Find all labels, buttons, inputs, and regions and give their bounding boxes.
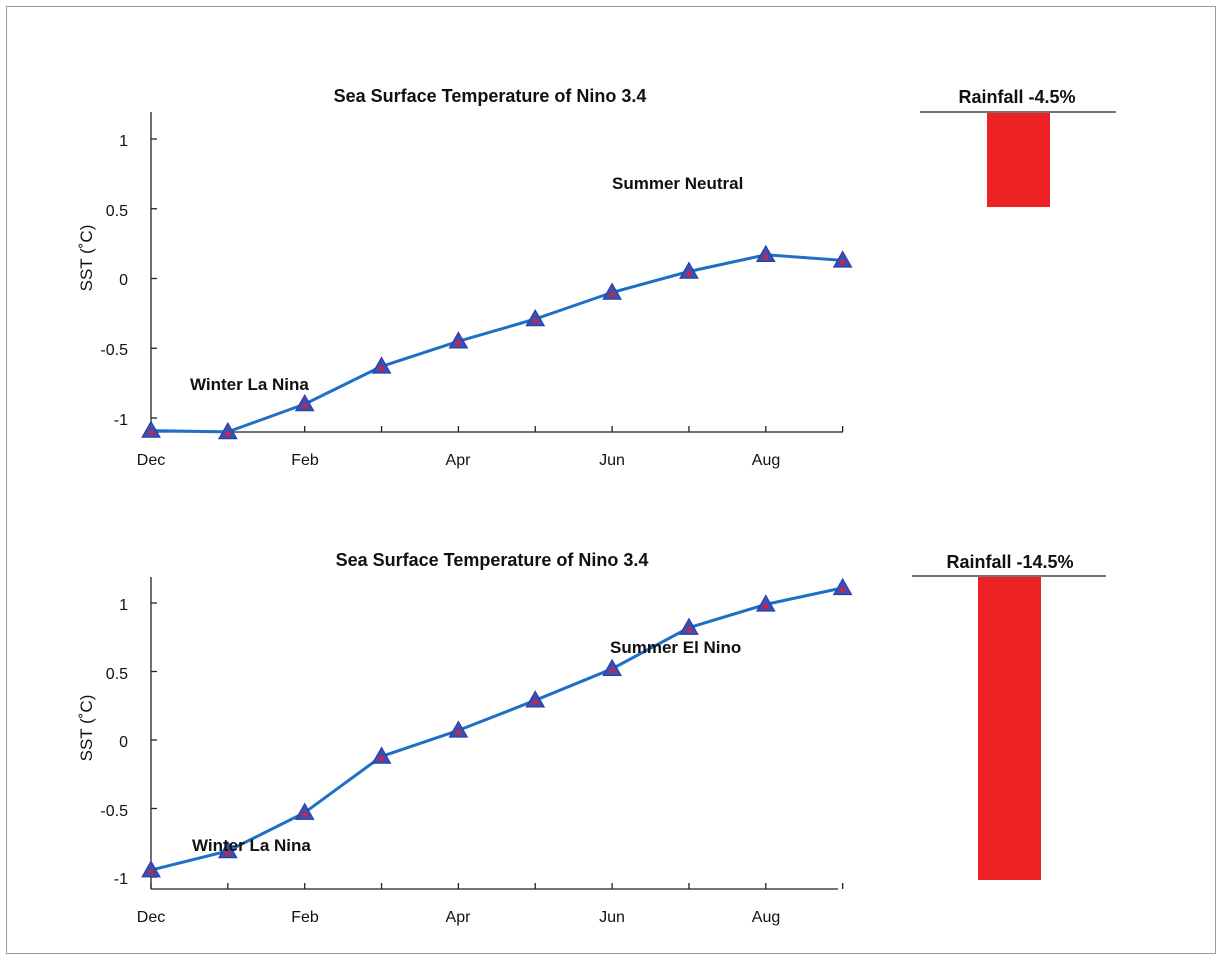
x-tick-label: Apr <box>446 452 472 469</box>
data-point-dot <box>302 812 308 818</box>
data-point-dot <box>532 318 538 324</box>
data-point-marker <box>448 331 469 349</box>
data-point-dot <box>225 850 231 856</box>
series-top <box>141 244 853 440</box>
data-point-marker <box>832 577 853 596</box>
tick-labels-top: 1 0.5 0 -0.5 -1 Dec Feb Apr Jun Aug <box>100 133 780 469</box>
data-point-dot <box>686 270 692 277</box>
sst-chart-bottom: Sea Surface Temperature of Nino 3.4 SST … <box>77 550 853 926</box>
sst-series-line <box>150 253 843 434</box>
annotation-winter-la-nina-top: Winter La Nina <box>190 375 309 394</box>
data-point-dot <box>532 699 538 705</box>
axes-bottom <box>150 577 844 890</box>
rainfall-title-bottom: Rainfall -14.5% <box>946 552 1073 572</box>
y-tick-label: 0.5 <box>106 666 128 683</box>
annotation-summer-el-nino: Summer El Nino <box>610 638 741 657</box>
data-point-dot <box>840 259 846 265</box>
data-point-dot <box>378 755 385 762</box>
data-point-marker <box>294 802 315 820</box>
data-point-marker <box>832 250 853 268</box>
sst-chart-top: Sea Surface Temperature of Nino 3.4 SST … <box>77 86 853 469</box>
data-point-marker <box>217 421 238 440</box>
y-tick-label: -0.5 <box>100 342 128 359</box>
chart-title-bottom: Sea Surface Temperature of Nino 3.4 <box>336 550 649 570</box>
y-axis-label-bottom: SST (˚C) <box>77 695 96 762</box>
y-tick-label: 0 <box>119 734 128 751</box>
x-tick-label: Jun <box>599 452 625 469</box>
data-point-marker <box>602 658 622 677</box>
x-tick-label: Aug <box>752 909 780 926</box>
chart-title-top: Sea Surface Temperature of Nino 3.4 <box>334 86 647 106</box>
y-tick-label: 0.5 <box>106 203 128 220</box>
data-point-marker <box>217 840 238 859</box>
y-tick-label: -1 <box>114 871 128 888</box>
data-point-dot <box>609 668 615 674</box>
y-tick-label: 1 <box>119 133 128 150</box>
data-point-marker <box>294 394 315 412</box>
y-axis-label-top: SST (˚C) <box>77 225 96 292</box>
sst-series-line <box>150 586 843 872</box>
data-point-dot <box>840 587 846 593</box>
x-tick-label: Feb <box>291 452 319 469</box>
data-point-marker <box>448 720 469 738</box>
tick-labels-bottom: 1 0.5 0 -0.5 -1 Dec Feb Apr Jun Aug <box>100 597 780 926</box>
y-tick-label: 1 <box>119 597 128 614</box>
data-point-marker <box>525 690 546 708</box>
data-point-marker <box>141 420 161 438</box>
data-point-dot <box>686 627 692 633</box>
x-tick-label: Jun <box>599 909 625 926</box>
data-point-marker <box>755 594 776 612</box>
data-point-dot <box>455 340 461 346</box>
series-bottom <box>141 577 853 878</box>
data-point-dot <box>225 431 231 437</box>
data-point-dot <box>455 729 461 736</box>
rainfall-bar-group-top <box>987 113 1050 208</box>
y-tick-label: 0 <box>119 272 128 289</box>
x-tick-label: Dec <box>137 909 165 926</box>
x-tick-label: Apr <box>446 909 472 926</box>
data-point-marker <box>679 261 699 279</box>
rainfall-bar-chart-bottom: Rainfall -14.5% <box>912 552 1106 880</box>
data-point-marker <box>679 617 699 635</box>
rainfall-bar-group-bottom <box>978 577 1041 880</box>
data-point-dot <box>302 403 308 409</box>
x-tick-label: Feb <box>291 909 319 926</box>
rainfall-bar <box>978 577 1041 880</box>
data-point-dot <box>148 429 154 436</box>
data-point-dot <box>763 254 769 260</box>
x-tick-label: Dec <box>137 452 165 469</box>
data-point-marker <box>141 860 161 878</box>
data-point-marker <box>755 244 776 263</box>
data-point-marker <box>602 282 622 300</box>
y-tick-label: -1 <box>114 412 128 429</box>
data-point-marker <box>525 308 546 327</box>
rainfall-bar <box>987 113 1050 208</box>
data-point-marker <box>371 746 392 764</box>
data-point-marker <box>371 356 392 374</box>
annotation-winter-la-nina-bottom: Winter La Nina <box>192 836 311 855</box>
x-tick-label: Aug <box>752 452 780 469</box>
data-point-dot <box>148 869 154 875</box>
data-point-dot <box>609 291 615 298</box>
annotation-summer-neutral: Summer Neutral <box>612 174 743 193</box>
y-tick-label: -0.5 <box>100 803 128 820</box>
rainfall-bar-chart-top: Rainfall -4.5% <box>920 87 1116 208</box>
rainfall-title-top: Rainfall -4.5% <box>958 87 1075 107</box>
data-point-dot <box>763 603 769 609</box>
data-point-dot <box>378 365 385 371</box>
